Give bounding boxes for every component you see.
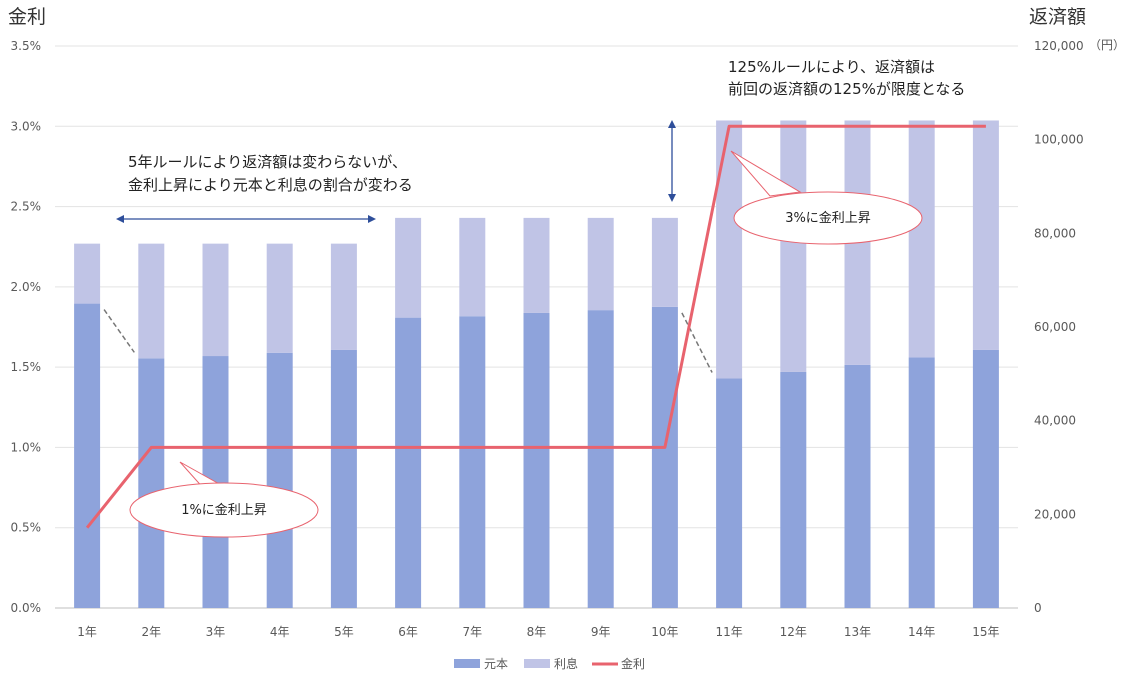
rule125-note-line1: 125%ルールにより、返済額は: [728, 58, 935, 76]
x-tick-label: 5年: [334, 625, 354, 639]
right-tick-label: 60,000: [1034, 320, 1076, 334]
rate-series-line: [85, 124, 986, 529]
bar-principal: [395, 317, 422, 608]
left-tick-label: 3.0%: [11, 119, 42, 133]
bar-principal: [651, 306, 678, 608]
rule125-note-line2: 前回の返済額の125%が限度となる: [728, 80, 965, 98]
right-tick-label: 0: [1034, 601, 1042, 615]
x-tick-label: 14年: [908, 625, 935, 639]
x-tick-label: 8年: [527, 625, 547, 639]
right-tick-label: 100,000: [1034, 133, 1084, 147]
bar-interest: [908, 120, 935, 358]
x-tick-label: 4年: [270, 625, 290, 639]
bar-interest: [202, 243, 229, 357]
bar-interest: [138, 243, 165, 359]
bar-interest: [459, 217, 486, 317]
x-tick-label: 1年: [77, 625, 97, 639]
double-arrow-horizontal: [116, 215, 376, 223]
left-axis-title: 金利: [8, 6, 46, 28]
x-tick-label: 11年: [715, 625, 742, 639]
right-tick-label: 40,000: [1034, 414, 1076, 428]
left-tick-label: 0.5%: [11, 521, 42, 535]
rate-line: [85, 124, 986, 529]
bar-principal: [523, 312, 550, 608]
guide-lines: [103, 309, 713, 373]
callout-1-percent: 1%に金利上昇: [129, 461, 319, 538]
rule5-note-line1: 5年ルールにより返済額は変わらないが、: [128, 153, 407, 171]
bar-principal: [716, 378, 743, 608]
right-tick-label: 80,000: [1034, 226, 1076, 240]
x-tick-label: 6年: [398, 625, 418, 639]
callout-1-text: 1%に金利上昇: [181, 502, 267, 518]
bar-principal: [459, 316, 486, 608]
bar-interest: [651, 217, 678, 307]
bar-principal: [138, 358, 165, 608]
bar-principal: [266, 352, 293, 608]
bar-interest: [74, 243, 101, 304]
bar-principal: [74, 303, 101, 608]
x-tick-label: 10年: [651, 625, 678, 639]
x-tick-label: 3年: [206, 625, 226, 639]
legend-label-rate: 金利: [621, 656, 645, 671]
bar-interest: [395, 217, 422, 318]
legend-swatch-interest: [524, 659, 550, 668]
x-tick-label: 15年: [972, 625, 999, 639]
bar-interest: [523, 217, 550, 313]
callout-3-percent: 3%に金利上昇: [730, 150, 923, 245]
legend-label-principal: 元本: [484, 657, 508, 671]
legend-label-interest: 利息: [554, 656, 578, 671]
bar-interest: [780, 120, 807, 372]
bar-principal: [908, 357, 935, 608]
x-tick-label: 2年: [141, 625, 161, 639]
left-tick-label: 3.5%: [11, 39, 42, 53]
bar-principal: [587, 310, 614, 608]
left-tick-label: 1.0%: [11, 440, 42, 454]
bar-principal: [330, 349, 357, 608]
right-axis-title: 返済額: [1029, 6, 1086, 28]
x-tick-label: 7年: [462, 625, 482, 639]
left-tick-label: 2.5%: [11, 200, 42, 214]
guide-line: [681, 312, 713, 373]
callout-3-text: 3%に金利上昇: [785, 210, 871, 226]
right-axis-ticks: 0 20,000 40,000 60,000 80,000 100,000 120,000: [1034, 39, 1084, 615]
annotations: 5年ルールにより返済額は変わらないが、 金利上昇により元本と利息の割合が変わる …: [116, 58, 965, 538]
right-tick-label: 120,000: [1034, 39, 1084, 53]
left-tick-label: 1.5%: [11, 360, 42, 374]
right-axis-unit: （円）: [1089, 38, 1125, 52]
bar-interest: [266, 243, 293, 353]
left-tick-label: 2.0%: [11, 280, 42, 294]
legend-swatch-principal: [454, 659, 480, 668]
bar-interest: [972, 120, 999, 350]
bar-principal: [972, 349, 999, 608]
bar-principal: [844, 364, 871, 608]
left-tick-label: 0.0%: [11, 601, 42, 615]
right-tick-label: 20,000: [1034, 507, 1076, 521]
bar-interest: [330, 243, 357, 350]
bar-principal: [780, 371, 807, 608]
left-axis-ticks: 0.0% 0.5% 1.0% 1.5% 2.0% 2.5% 3.0% 3.5%: [11, 39, 42, 615]
rule5-note-line2: 金利上昇により元本と利息の割合が変わる: [128, 176, 413, 194]
x-tick-label: 12年: [780, 625, 807, 639]
x-tick-label: 9年: [591, 625, 611, 639]
guide-line: [103, 309, 135, 353]
bar-interest: [587, 217, 614, 311]
double-arrow-vertical: [668, 120, 676, 202]
x-tick-label: 13年: [844, 625, 871, 639]
x-axis-ticks: 1年 2年 3年 4年 5年 6年 7年 8年 9年 10年 11年 12年 13年 14年 15年: [77, 625, 999, 639]
legend: 元本 利息 金利: [454, 656, 645, 671]
